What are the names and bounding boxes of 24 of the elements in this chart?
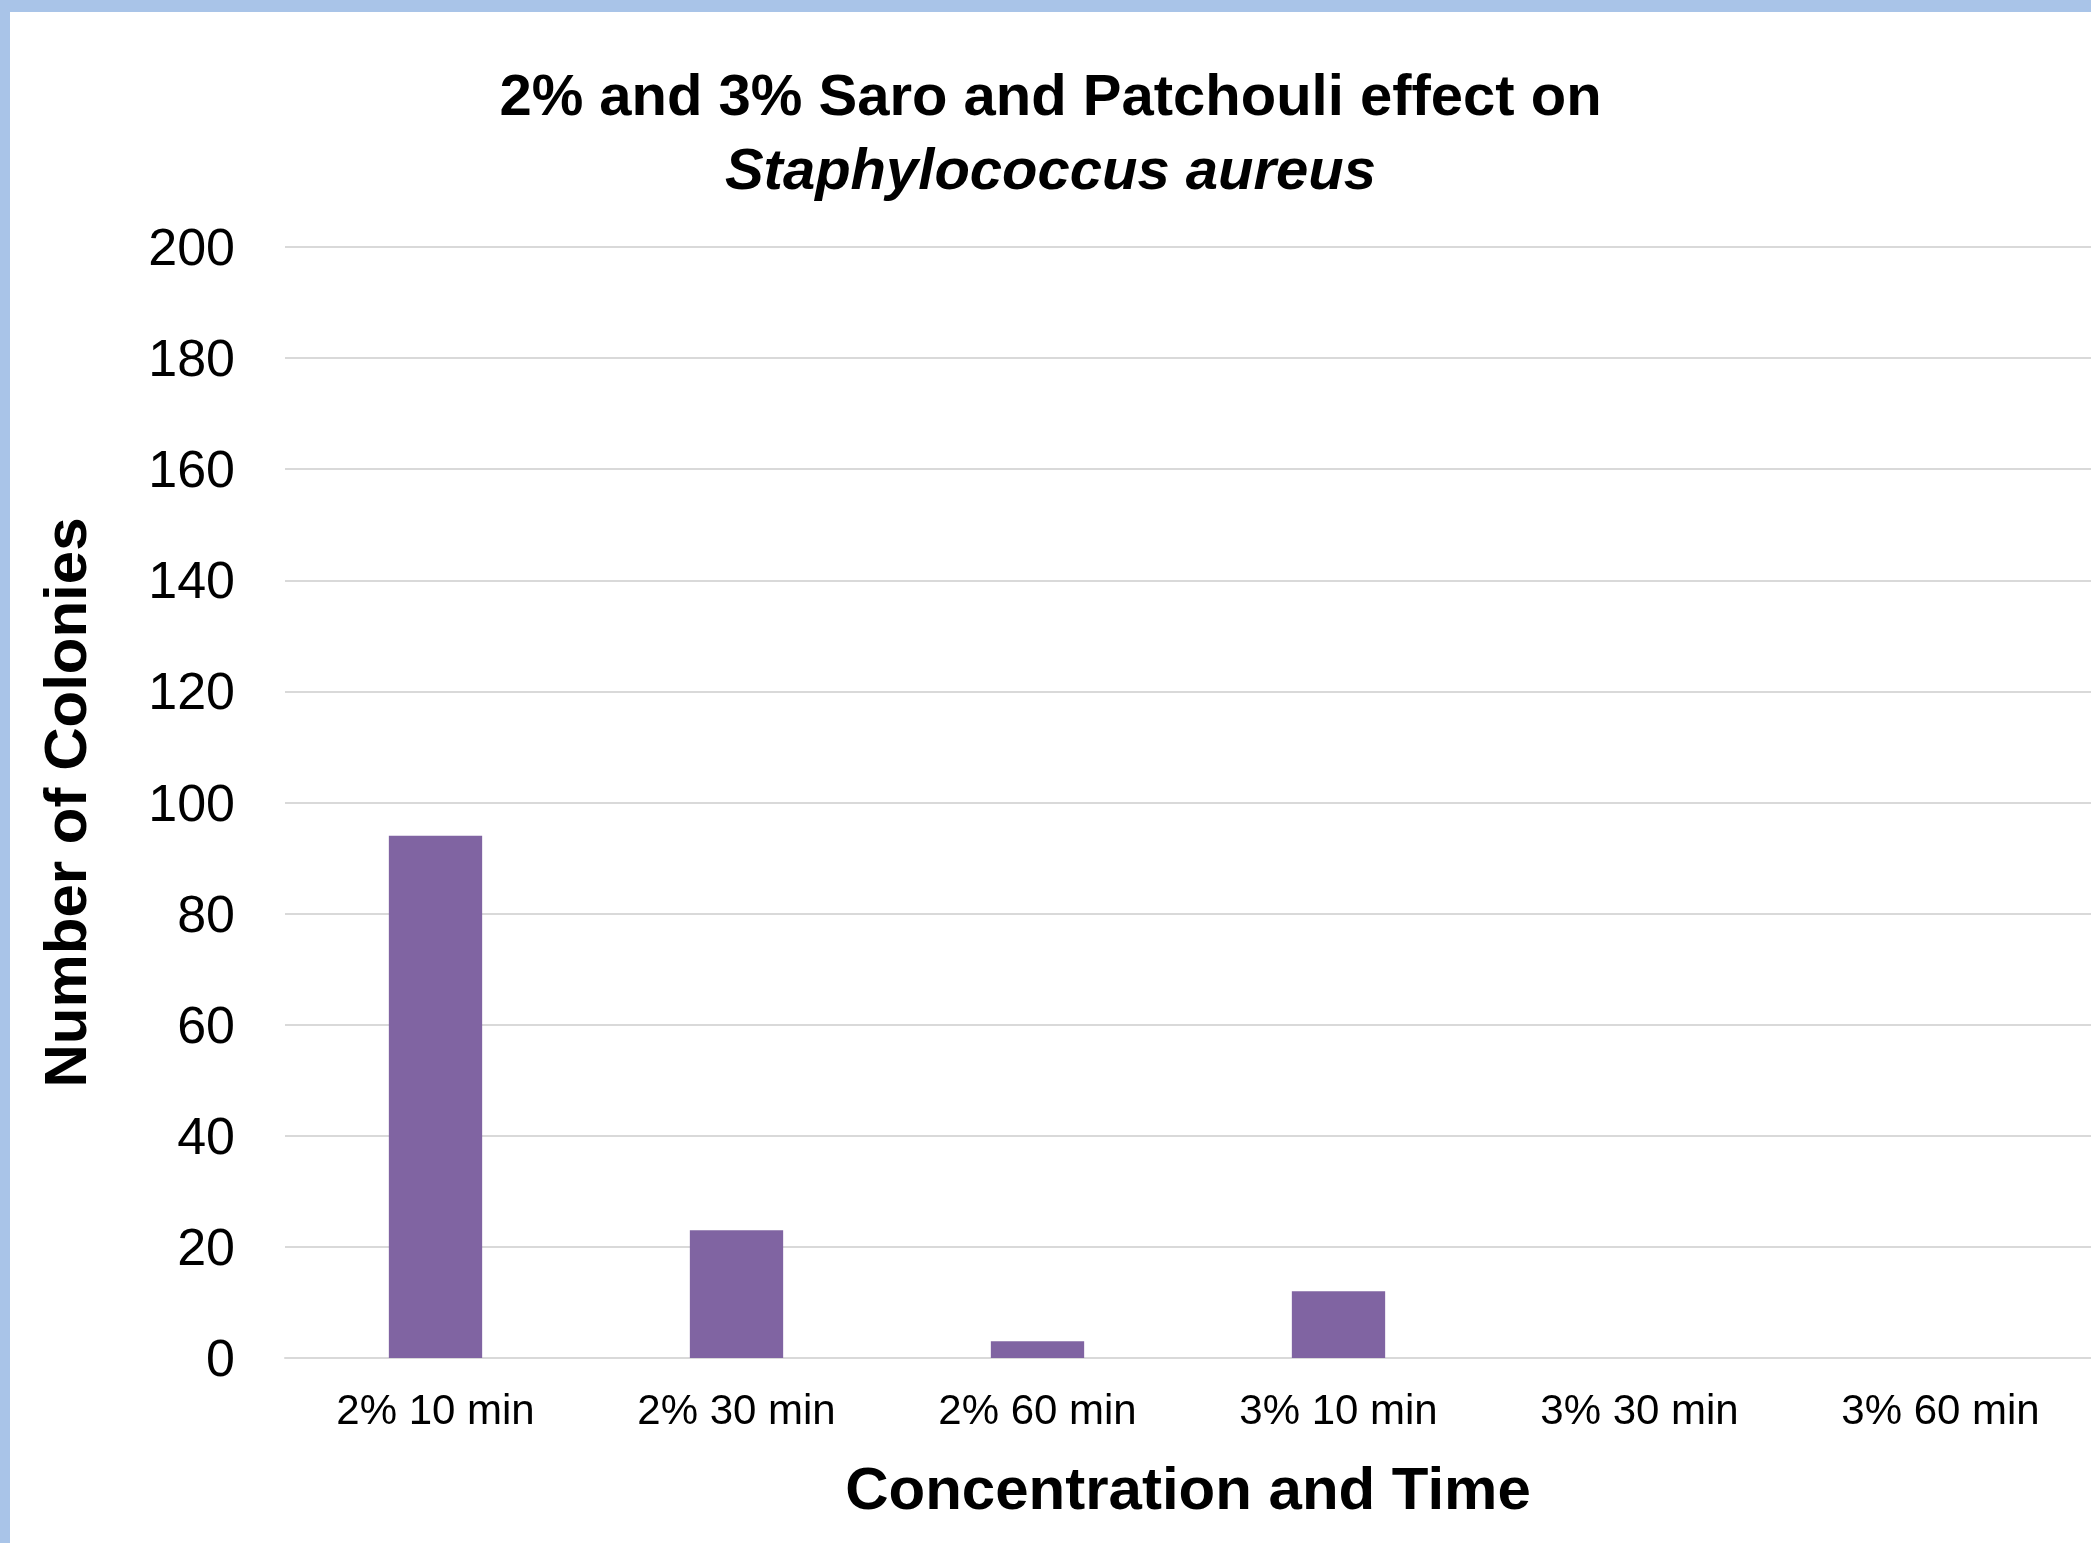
y-tick-label: 40 [177,1106,235,1165]
y-tick-label: 0 [206,1329,235,1387]
y-tick-label: 80 [177,884,235,943]
x-tick-label: 2% 30 min [637,1385,836,1433]
y-tick-label: 180 [148,329,235,388]
x-tick-label: 2% 10 min [336,1385,535,1433]
y-tick-label: 160 [148,440,235,499]
y-tick-label: 100 [148,773,235,832]
y-tick-label: 200 [148,218,235,276]
y-tick-label: 140 [148,551,235,610]
y-tick-label: 20 [177,1217,235,1276]
y-tick-label: 120 [148,662,235,721]
chart-title: 2% and 3% Saro and Patchouli effect on Staphylococcus aureus [499,61,1602,201]
bar [990,1341,1085,1358]
bar [388,835,483,1358]
x-tick-label: 2% 60 min [938,1385,1137,1433]
x-tick-label: 3% 60 min [1841,1385,2040,1433]
y-tick-label: 60 [177,995,235,1054]
x-axis-title: Concentration and Time [845,1454,1531,1522]
x-tick-label: 3% 10 min [1239,1385,1438,1433]
bar [689,1230,784,1358]
y-axis-title: Number of Colonies [31,517,99,1088]
bar [1291,1291,1386,1358]
x-tick-label: 3% 30 min [1540,1385,1739,1433]
